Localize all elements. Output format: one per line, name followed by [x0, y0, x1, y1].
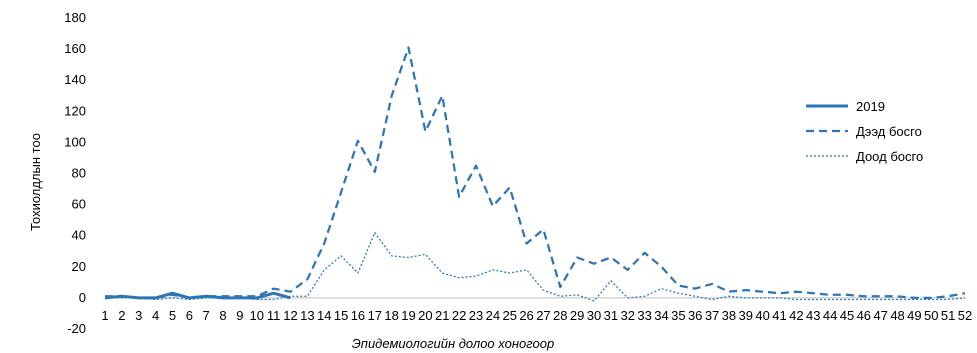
- x-tick-label: 31: [604, 308, 618, 323]
- x-tick-label: 26: [519, 308, 533, 323]
- x-tick-label: 8: [219, 308, 226, 323]
- x-axis-title: Эпидемиологийн долоо хоногоор: [352, 336, 554, 351]
- x-tick-label: 29: [570, 308, 584, 323]
- x-tick-label: 45: [840, 308, 854, 323]
- x-tick-label: 39: [739, 308, 753, 323]
- x-tick-label: 38: [722, 308, 736, 323]
- x-tick-label: 22: [452, 308, 466, 323]
- x-tick-label: 46: [857, 308, 871, 323]
- y-tick-label: 140: [64, 72, 86, 87]
- x-tick-label: 23: [469, 308, 483, 323]
- y-tick-label: 80: [72, 166, 86, 181]
- y-tick-label: 120: [64, 103, 86, 118]
- legend-label-2: Дээд босго: [856, 124, 922, 139]
- x-tick-label: 21: [435, 308, 449, 323]
- x-tick-label: 34: [654, 308, 668, 323]
- series-line-1: [104, 291, 291, 300]
- x-tick-labels: 1 2 3 4 5 6 7 8 9 10 11 12 13 14 15 16 17 18 19 20 21 22 23 24 2…: [101, 308, 972, 323]
- x-tick-label: 42: [789, 308, 803, 323]
- x-tick-label: 49: [907, 308, 921, 323]
- x-tick-label: 3: [135, 308, 142, 323]
- x-tick-label: 27: [536, 308, 550, 323]
- y-tick-label: 40: [72, 228, 86, 243]
- series-line-3: [105, 231, 966, 302]
- x-tick-label: 28: [553, 308, 567, 323]
- x-tick-label: 50: [924, 308, 938, 323]
- x-tick-label: 13: [300, 308, 314, 323]
- x-tick-label: 40: [755, 308, 769, 323]
- x-tick-label: 48: [890, 308, 904, 323]
- series-layer: [104, 46, 966, 302]
- y-tick-label: 0: [79, 290, 86, 305]
- y-tick-label: -20: [67, 321, 86, 336]
- x-tick-label: 19: [401, 308, 415, 323]
- x-tick-label: 7: [203, 308, 210, 323]
- x-tick-label: 24: [486, 308, 500, 323]
- x-tick-label: 32: [621, 308, 635, 323]
- x-tick-label: 14: [317, 308, 331, 323]
- y-tick-label: 180: [64, 10, 86, 25]
- x-tick-label: 41: [772, 308, 786, 323]
- x-tick-label: 18: [384, 308, 398, 323]
- x-tick-label: 44: [823, 308, 837, 323]
- y-tick-label: 100: [64, 134, 86, 149]
- x-tick-label: 25: [502, 308, 516, 323]
- series-line-2: [105, 46, 966, 300]
- x-tick-label: 52: [958, 308, 972, 323]
- legend-label-1: 2019: [856, 99, 885, 114]
- x-tick-label: 17: [368, 308, 382, 323]
- y-tick-label: 60: [72, 197, 86, 212]
- x-tick-label: 37: [705, 308, 719, 323]
- x-tick-label: 6: [186, 308, 193, 323]
- x-tick-label: 30: [587, 308, 601, 323]
- x-tick-label: 33: [637, 308, 651, 323]
- x-tick-label: 47: [873, 308, 887, 323]
- x-tick-label: 1: [101, 308, 108, 323]
- x-tick-label: 35: [671, 308, 685, 323]
- x-tick-label: 16: [351, 308, 365, 323]
- legend-label-3: Доод босго: [856, 149, 923, 164]
- x-tick-label: 9: [236, 308, 243, 323]
- x-tick-label: 36: [688, 308, 702, 323]
- x-tick-label: 12: [283, 308, 297, 323]
- x-tick-label: 2: [118, 308, 125, 323]
- x-tick-label: 20: [418, 308, 432, 323]
- y-tick-labels: -20 0 20 40 60 80 100 120 140 160 180: [64, 10, 86, 336]
- x-tick-label: 51: [941, 308, 955, 323]
- x-tick-label: 5: [169, 308, 176, 323]
- y-axis-title: Тохиолдлын тоо: [28, 133, 43, 231]
- legend: 2019 Дээд босго Доод босго: [806, 99, 923, 164]
- x-tick-label: 4: [152, 308, 159, 323]
- y-tick-label: 160: [64, 41, 86, 56]
- x-tick-label: 11: [267, 308, 281, 323]
- x-tick-label: 43: [806, 308, 820, 323]
- x-tick-label: 15: [334, 308, 348, 323]
- x-tick-label: 10: [250, 308, 264, 323]
- y-tick-label: 20: [72, 259, 86, 274]
